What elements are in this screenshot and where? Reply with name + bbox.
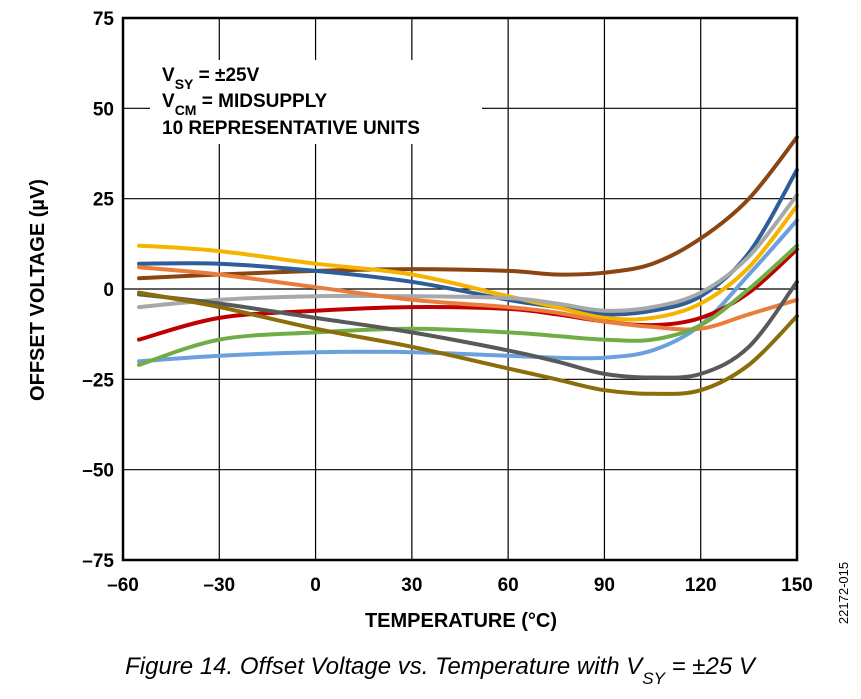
x-tick-label: 120 <box>685 575 717 596</box>
y-tick-label: –25 <box>82 370 114 391</box>
y-tick-label: 75 <box>93 9 115 30</box>
x-tick-label: 150 <box>781 575 813 596</box>
series-line-unit-10 <box>137 290 799 396</box>
annotation-background <box>150 60 482 144</box>
y-axis-title: OFFSET VOLTAGE (µV) <box>27 179 49 401</box>
x-tick-label: –60 <box>107 575 139 596</box>
annotation-line-vcm: VCM = MIDSUPPLY <box>162 91 328 118</box>
y-tick-label: –75 <box>82 551 114 572</box>
plot-frame <box>121 16 799 562</box>
x-tick-label: –30 <box>203 575 235 596</box>
document-id: 22172-015 <box>836 562 851 624</box>
x-axis-title: TEMPERATURE (°C) <box>365 610 557 632</box>
y-tick-label: 0 <box>103 280 114 301</box>
x-tick-labels: –60 –30 0 30 60 90 120 150 <box>107 575 813 596</box>
x-tick-label: 30 <box>401 575 422 596</box>
annotation-line-units: 10 REPRESENTATIVE UNITS <box>162 118 420 139</box>
series-line-unit-1 <box>137 135 799 281</box>
y-tick-label: –50 <box>82 461 114 482</box>
series-layer <box>137 135 799 396</box>
figure-caption: Figure 14. Offset Voltage vs. Temperatur… <box>125 653 757 688</box>
series-line-unit-9 <box>137 279 799 380</box>
series-line-unit-4 <box>137 193 799 313</box>
series-line-unit-3 <box>137 203 799 322</box>
series-line-unit-7 <box>137 265 799 332</box>
y-tick-label: 50 <box>93 99 114 120</box>
y-tick-label: 25 <box>93 190 115 211</box>
x-tick-label: 0 <box>310 575 321 596</box>
series-line-unit-8 <box>137 243 799 367</box>
y-tick-labels: –75 –50 –25 0 25 50 75 <box>82 9 114 572</box>
x-tick-label: 60 <box>498 575 519 596</box>
annotation-line-vsy: VSY = ±25V <box>162 65 260 92</box>
x-tick-label: 90 <box>594 575 615 596</box>
